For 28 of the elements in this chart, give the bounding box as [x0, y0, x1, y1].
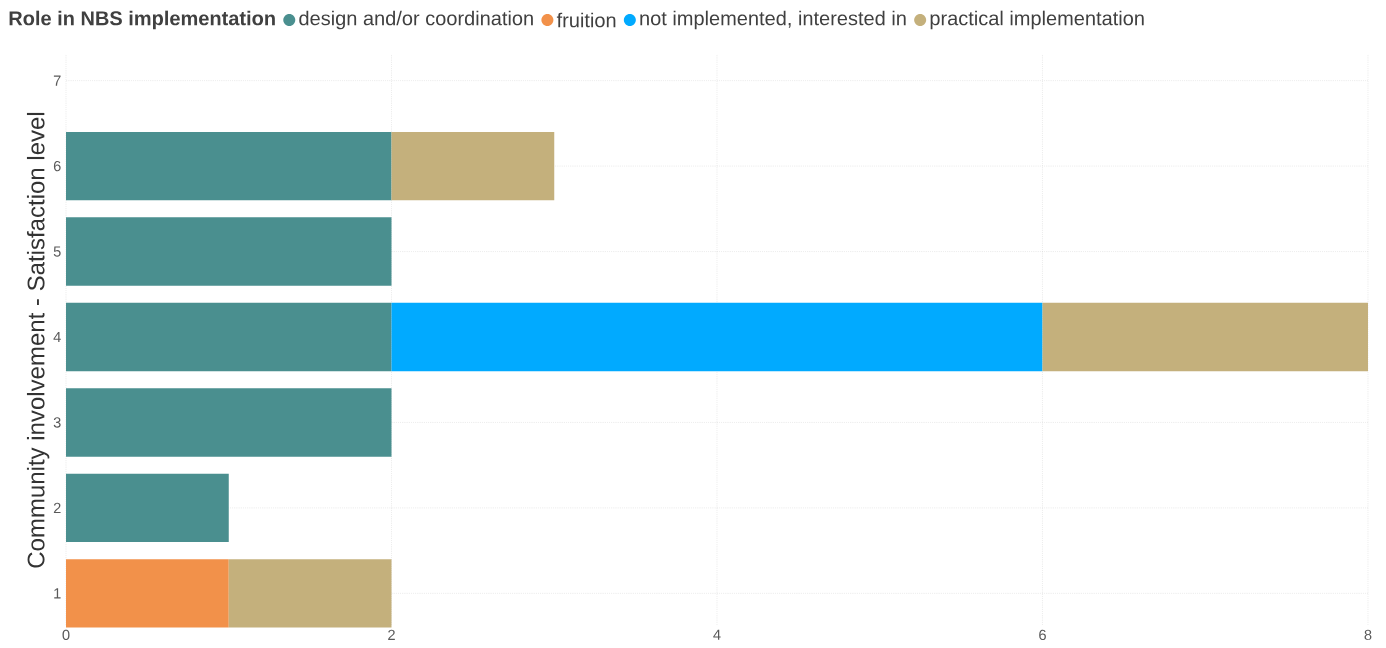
- y-tick-label: 2: [53, 502, 61, 514]
- x-tick-label: 0: [62, 629, 70, 641]
- legend-label: practical implementation: [930, 10, 1144, 30]
- bar: [228, 559, 392, 628]
- legend-label: design and/or coordination: [299, 10, 533, 30]
- bar: [391, 131, 555, 201]
- legend-title: Role in NBS implementation: [9, 10, 275, 30]
- bar: [391, 302, 1043, 372]
- x-tick-label: 8: [1364, 629, 1372, 641]
- bar: [66, 473, 229, 543]
- x-tick-label: 6: [1039, 629, 1046, 641]
- bar: [1042, 302, 1368, 372]
- bar: [66, 217, 392, 286]
- bar: [66, 559, 229, 628]
- x-tick-label: 2: [388, 629, 395, 640]
- y-tick-label: 1: [54, 588, 61, 599]
- y-tick-label: 3: [53, 417, 61, 428]
- bar: [66, 388, 392, 457]
- legend-label: not implemented, interested in: [640, 10, 906, 30]
- bar: [66, 131, 392, 201]
- y-tick-label: 4: [53, 331, 61, 343]
- bar: [66, 302, 392, 372]
- y-axis-title: Community involvement - Satisfaction level: [26, 112, 50, 568]
- y-tick-label: 7: [53, 75, 61, 86]
- legend-label: fruition: [556, 12, 616, 28]
- x-tick-label: 4: [713, 629, 721, 640]
- y-tick-label: 6: [53, 160, 61, 172]
- y-tick-label: 5: [53, 246, 61, 257]
